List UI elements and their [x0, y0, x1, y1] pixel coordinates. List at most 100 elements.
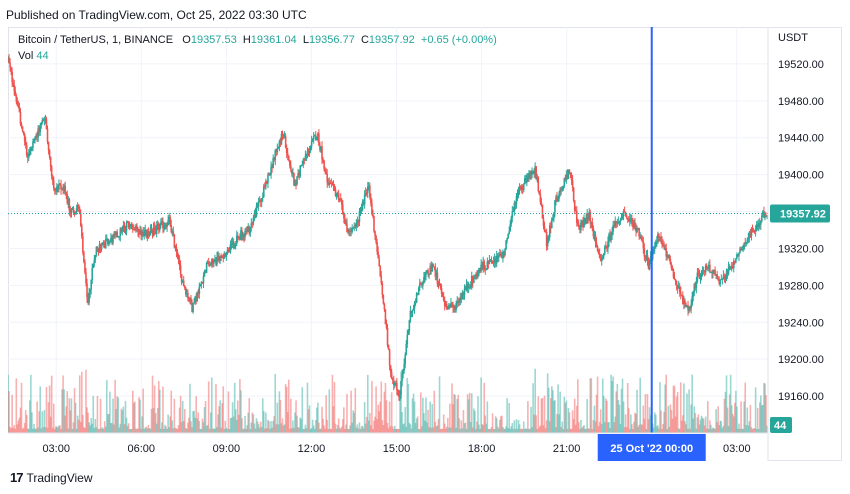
- candle-body: [150, 228, 153, 231]
- volume-bar: [280, 423, 283, 433]
- candle-body: [105, 238, 108, 240]
- volume-bar: [359, 428, 362, 433]
- volume-bar: [671, 418, 674, 433]
- volume-bar: [262, 411, 265, 433]
- volume-bar: [642, 405, 645, 433]
- volume-bar: [480, 377, 482, 433]
- candle-body: [704, 265, 707, 273]
- candle-body: [183, 286, 186, 288]
- candle-body: [58, 184, 60, 190]
- candle-body: [449, 305, 451, 307]
- candle-body: [460, 296, 463, 299]
- volume-bar: [695, 428, 698, 433]
- candle-body: [431, 264, 434, 272]
- volume-bar: [641, 424, 644, 433]
- volume-bar: [85, 369, 87, 433]
- volume-bar: [38, 411, 40, 433]
- symbol-name[interactable]: Bitcoin / TetherUS, 1, BINANCE: [18, 34, 174, 46]
- volume-bar: [331, 374, 334, 433]
- candle-body: [441, 293, 444, 297]
- volume-bar: [464, 422, 467, 433]
- candle-body: [234, 244, 237, 247]
- candle-body: [73, 212, 76, 214]
- volume-bar: [414, 422, 417, 433]
- candle-body: [78, 208, 81, 215]
- candle-body: [352, 227, 355, 229]
- candle-body: [246, 229, 248, 232]
- volume-bar: [60, 428, 62, 433]
- candle-body: [24, 141, 27, 146]
- candle-body: [752, 229, 755, 231]
- volume-bar: [211, 377, 213, 433]
- candle-body: [250, 223, 253, 227]
- volume-bar: [352, 410, 355, 433]
- candle-body: [16, 101, 19, 106]
- volume-bar: [57, 427, 59, 433]
- candle-body: [209, 264, 212, 266]
- volume-bar: [724, 391, 727, 433]
- volume-bar: [433, 390, 436, 433]
- candle-body: [274, 150, 277, 160]
- candle-body: [465, 283, 468, 290]
- candle-body: [199, 284, 202, 287]
- candle-body: [680, 294, 683, 296]
- candle-body: [133, 229, 135, 231]
- volume-bar: [455, 427, 457, 433]
- volume-bar: [586, 399, 588, 433]
- volume-bar: [207, 381, 210, 433]
- volume-bar: [114, 379, 116, 433]
- candle-body: [410, 310, 413, 313]
- footer-brand[interactable]: 17 TradingView: [10, 470, 93, 485]
- volume-bar: [741, 428, 743, 433]
- candle-body: [327, 182, 330, 185]
- volume-bar: [224, 420, 227, 433]
- candle-body: [243, 234, 245, 237]
- volume-bar: [369, 412, 371, 433]
- candle-body: [705, 265, 708, 268]
- candle-body: [495, 255, 498, 264]
- candle-body: [486, 261, 489, 270]
- candle-body: [462, 293, 465, 296]
- volume-bar: [220, 427, 222, 433]
- volume-bar: [218, 406, 220, 433]
- candle-body: [592, 228, 595, 237]
- time-axis[interactable]: 03:00 06:00 09:00 12:00 15:00 18:00 21:00 03:00: [8, 432, 768, 455]
- volume-bar: [98, 428, 101, 433]
- volume-bar: [752, 428, 755, 433]
- volume-bar: [27, 428, 30, 433]
- candle-body: [699, 276, 702, 279]
- candle-body: [142, 231, 144, 236]
- candle-body: [750, 229, 753, 237]
- candle-body: [749, 232, 752, 237]
- candle-body: [42, 119, 45, 121]
- price-chart[interactable]: USDT19160.0019200.0019240.0019280.001932…: [8, 27, 842, 461]
- volume-bar: [105, 380, 108, 433]
- volume-bar: [311, 419, 314, 433]
- volume-bar: [567, 407, 570, 433]
- volume-bar: [696, 417, 699, 433]
- volume-bar: [710, 424, 712, 433]
- candle-body: [645, 254, 648, 259]
- volume-bar: [553, 400, 555, 433]
- candle-body: [44, 119, 47, 121]
- candle-body: [309, 146, 312, 151]
- volume-bar: [23, 422, 26, 433]
- price-axis[interactable]: USDT19160.0019200.0019240.0019280.001932…: [767, 27, 824, 461]
- candle-body: [706, 267, 709, 269]
- candle-body: [69, 210, 72, 214]
- volume-tag: [770, 417, 792, 433]
- volume-bar: [55, 426, 57, 433]
- candle-body: [377, 251, 379, 259]
- candle-body: [242, 234, 244, 238]
- candle-body: [518, 186, 521, 191]
- candle-body: [632, 223, 634, 228]
- volume-bar: [8, 391, 10, 433]
- volume-bar: [660, 410, 662, 433]
- candle-body: [766, 215, 768, 217]
- candle-body: [27, 153, 30, 158]
- candle-body: [33, 138, 35, 142]
- candle-body: [388, 349, 391, 366]
- candle-body: [603, 253, 605, 257]
- candle-body: [480, 264, 482, 272]
- candle-body: [753, 230, 756, 232]
